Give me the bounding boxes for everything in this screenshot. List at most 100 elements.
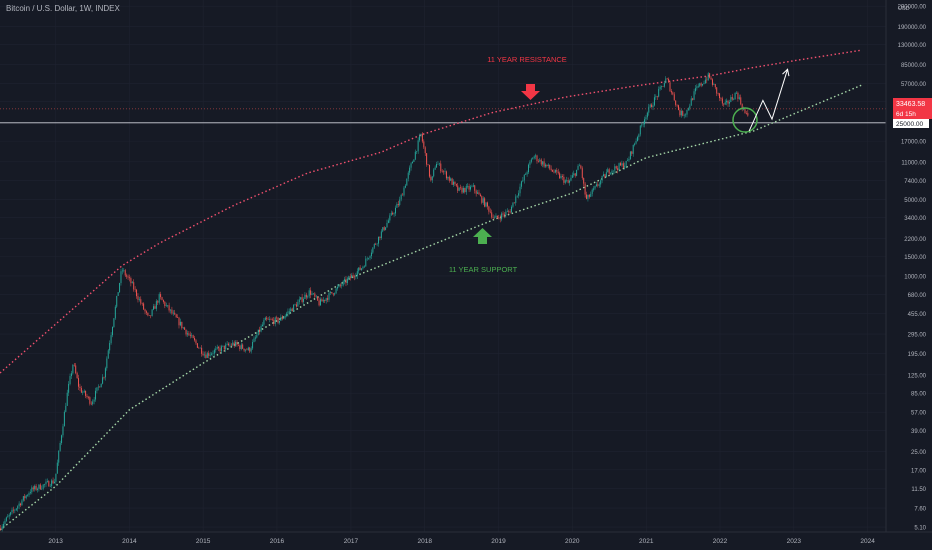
candle-body xyxy=(481,196,483,203)
candle-body xyxy=(603,174,605,177)
candle-body xyxy=(636,137,638,142)
candle-body xyxy=(556,169,558,172)
candle-body xyxy=(536,155,538,162)
candle-body xyxy=(430,176,432,181)
candle-body xyxy=(76,373,78,379)
candle-body xyxy=(410,163,412,168)
candle-body xyxy=(622,163,624,168)
y-tick-label: 680.00 xyxy=(908,293,927,299)
y-tick-label: 25.00 xyxy=(911,450,927,456)
candle-body xyxy=(717,93,719,95)
candle-body xyxy=(734,93,736,100)
candle-body xyxy=(293,304,295,312)
candle-body xyxy=(689,105,691,109)
candle-body xyxy=(311,293,313,295)
candle-body xyxy=(486,202,488,207)
candle-body xyxy=(670,91,672,93)
candle-body xyxy=(235,341,237,346)
candle-body xyxy=(3,524,5,527)
candle-body xyxy=(252,341,254,349)
candle-body xyxy=(100,383,102,388)
candle-body xyxy=(201,347,203,354)
candle-body xyxy=(444,171,446,172)
candle-body xyxy=(726,100,728,103)
candle-body xyxy=(593,188,595,190)
candle-body xyxy=(569,180,571,183)
candle-body xyxy=(533,156,535,159)
candle-body xyxy=(723,103,725,105)
candle-body xyxy=(465,186,467,193)
candle-body xyxy=(165,305,167,307)
candle-body xyxy=(113,318,115,327)
candle-body xyxy=(361,268,363,270)
candle-body xyxy=(542,161,544,165)
candle-body xyxy=(709,73,711,78)
candle-body xyxy=(36,488,38,490)
candle-body xyxy=(675,100,677,105)
candle-body xyxy=(213,350,215,354)
candle-body xyxy=(363,266,365,268)
candle-body xyxy=(744,109,746,114)
candle-body xyxy=(222,345,224,347)
candle-body xyxy=(336,286,338,289)
candle-body xyxy=(420,133,422,137)
candle-body xyxy=(130,278,132,284)
candle-body xyxy=(41,488,43,490)
candle-body xyxy=(686,109,688,115)
candle-body xyxy=(501,213,503,220)
candle-body xyxy=(24,496,26,499)
candle-body xyxy=(349,276,351,279)
candle-body xyxy=(303,298,305,302)
candle-body xyxy=(571,175,573,178)
candle-body xyxy=(52,480,54,484)
y-tick-label: 5.10 xyxy=(914,526,926,532)
candle-body xyxy=(655,96,657,98)
candle-body xyxy=(320,299,322,306)
candle-body xyxy=(353,276,355,278)
candle-body xyxy=(503,214,505,216)
candle-body xyxy=(677,105,679,110)
support-label: 11 YEAR SUPPORT xyxy=(449,265,518,274)
resistance-arrow-icon xyxy=(521,84,540,100)
candle-body xyxy=(305,294,307,298)
symbol-title: Bitcoin / U.S. Dollar, 1W, INDEX xyxy=(6,4,120,13)
candle-body xyxy=(485,202,487,207)
candle-body xyxy=(22,496,24,501)
x-tick-label: 2015 xyxy=(196,538,211,545)
candle-body xyxy=(628,158,630,161)
candle-body xyxy=(259,329,261,332)
candle-body xyxy=(300,297,302,300)
candle-body xyxy=(512,202,514,207)
candle-body xyxy=(110,335,112,344)
candle-body xyxy=(710,77,712,80)
candle-body xyxy=(509,211,511,213)
candle-body xyxy=(529,161,531,165)
candle-body xyxy=(73,364,75,366)
candle-body xyxy=(362,266,364,269)
x-tick-label: 2014 xyxy=(122,538,137,545)
candle-body xyxy=(123,270,125,271)
candle-body xyxy=(747,113,749,116)
candle-body xyxy=(246,349,248,351)
candle-body xyxy=(179,321,181,326)
candle-body xyxy=(4,520,6,525)
candle-body xyxy=(638,134,640,138)
candle-body xyxy=(506,211,508,212)
candle-body xyxy=(685,114,687,116)
candle-body xyxy=(177,317,179,319)
candle-body xyxy=(346,278,348,283)
candle-body xyxy=(288,311,290,312)
candle-body xyxy=(652,105,654,108)
candle-body xyxy=(508,211,510,212)
candle-body xyxy=(416,151,418,152)
candle-body xyxy=(421,133,423,142)
candle-body xyxy=(203,354,205,356)
candle-body xyxy=(665,78,667,84)
candle-body xyxy=(594,186,596,189)
candle-body xyxy=(532,158,534,160)
candle-body xyxy=(557,171,559,174)
candle-body xyxy=(523,174,525,181)
candle-body xyxy=(356,271,358,276)
candle-body xyxy=(666,78,668,80)
